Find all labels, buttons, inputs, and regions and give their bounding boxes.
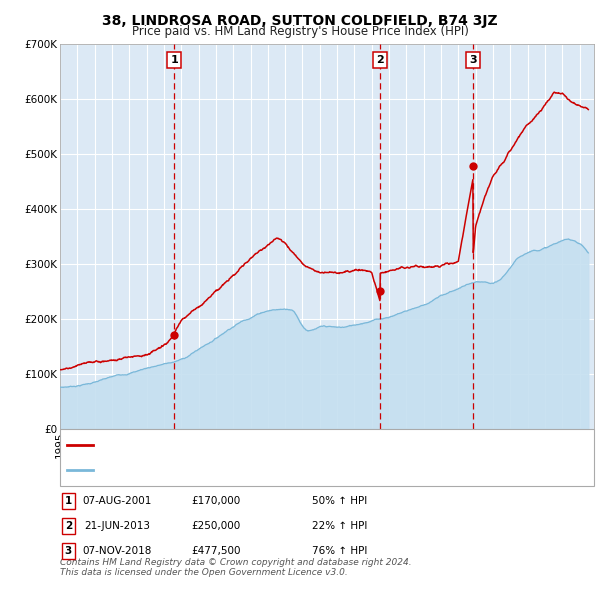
Text: 07-AUG-2001: 07-AUG-2001 [82, 496, 152, 506]
Text: £250,000: £250,000 [191, 521, 241, 531]
Text: 07-NOV-2018: 07-NOV-2018 [82, 546, 152, 556]
Text: 3: 3 [469, 55, 477, 65]
Text: 38, LINDROSA ROAD, SUTTON COLDFIELD, B74 3JZ: 38, LINDROSA ROAD, SUTTON COLDFIELD, B74… [102, 14, 498, 28]
Text: Price paid vs. HM Land Registry's House Price Index (HPI): Price paid vs. HM Land Registry's House … [131, 25, 469, 38]
Text: 1: 1 [65, 496, 72, 506]
Text: 50% ↑ HPI: 50% ↑ HPI [312, 496, 367, 506]
Text: £477,500: £477,500 [191, 546, 241, 556]
Text: 21-JUN-2013: 21-JUN-2013 [84, 521, 150, 531]
Text: 2: 2 [376, 55, 384, 65]
Text: 1: 1 [170, 55, 178, 65]
Text: Contains HM Land Registry data © Crown copyright and database right 2024.
This d: Contains HM Land Registry data © Crown c… [60, 558, 412, 577]
Text: 2: 2 [65, 521, 72, 531]
Text: 38, LINDROSA ROAD, SUTTON COLDFIELD, B74 3JZ (detached house): 38, LINDROSA ROAD, SUTTON COLDFIELD, B74… [98, 440, 458, 450]
Text: 3: 3 [65, 546, 72, 556]
Text: HPI: Average price, detached house, Walsall: HPI: Average price, detached house, Wals… [98, 464, 328, 474]
Text: £170,000: £170,000 [191, 496, 241, 506]
Text: 22% ↑ HPI: 22% ↑ HPI [312, 521, 367, 531]
Text: 76% ↑ HPI: 76% ↑ HPI [312, 546, 367, 556]
